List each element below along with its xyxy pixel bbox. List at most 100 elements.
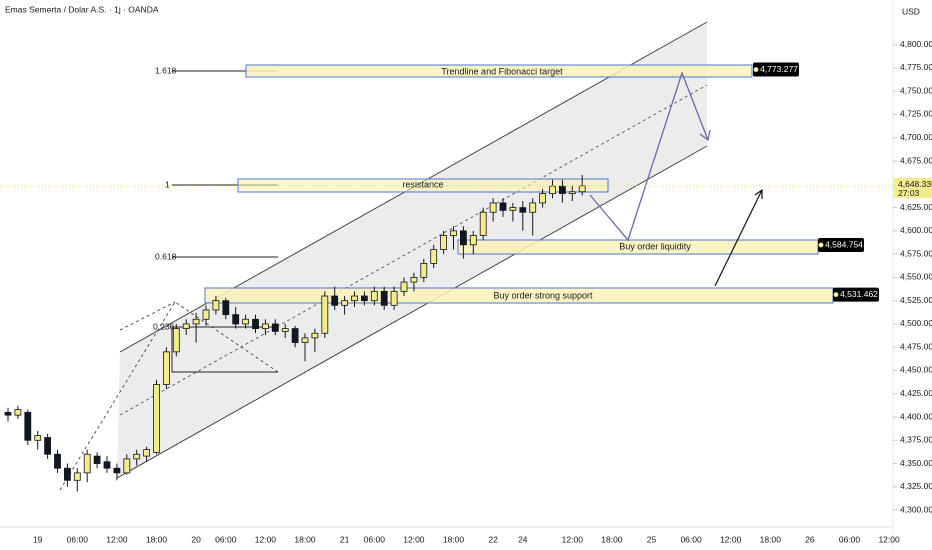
y-tick-label: 4,375.000 bbox=[900, 435, 932, 445]
y-tick-label: 4,350.000 bbox=[900, 458, 932, 468]
candle-body bbox=[331, 295, 339, 306]
candle-body bbox=[64, 467, 71, 481]
y-tick-label: 4,775.000 bbox=[900, 62, 932, 72]
candle-body bbox=[24, 411, 32, 441]
candle-body bbox=[281, 328, 289, 332]
candle-body bbox=[291, 328, 299, 343]
x-tick-label: 12:00 bbox=[720, 534, 742, 544]
projection-path bbox=[589, 71, 709, 242]
candle-body bbox=[489, 202, 497, 213]
fib-label: 1 bbox=[165, 179, 170, 189]
y-tick-label: 4,500.000 bbox=[900, 318, 932, 328]
tag-handle bbox=[818, 242, 824, 248]
y-tick-label: 4,800.000 bbox=[900, 39, 932, 49]
title: Emas Semerta / Dolar A.S. · 1j · OANDA bbox=[5, 4, 159, 14]
fib-label: 0.618 bbox=[155, 251, 177, 261]
fib-label: 0.236 bbox=[153, 321, 175, 331]
dashed-path bbox=[59, 301, 279, 491]
x-tick-label: 06:00 bbox=[67, 534, 89, 544]
candle-body bbox=[162, 351, 170, 385]
candle-body bbox=[242, 318, 250, 325]
candle-body bbox=[509, 207, 517, 211]
y-tick-label: 4,475.000 bbox=[900, 341, 932, 351]
y-tick-label: 4,725.000 bbox=[900, 109, 932, 119]
candle-body bbox=[529, 202, 537, 213]
candle-body bbox=[153, 384, 160, 453]
candle-body bbox=[380, 290, 388, 306]
x-tick-label: 18:00 bbox=[443, 534, 465, 544]
zone-label: Buy order liquidity bbox=[619, 241, 691, 251]
x-tick-label: 18:00 bbox=[294, 534, 316, 544]
candle-body bbox=[4, 411, 12, 416]
x-tick-label: 06:00 bbox=[364, 534, 386, 544]
candle-body bbox=[261, 323, 269, 329]
candle-body bbox=[559, 185, 566, 195]
candle-body bbox=[539, 193, 546, 204]
y-tick-label: 4,400.000 bbox=[900, 411, 932, 421]
y-tick-label: 4,525.000 bbox=[900, 295, 932, 305]
price-tag-label: 4,584.754 bbox=[825, 239, 863, 249]
price-tag bbox=[833, 287, 879, 302]
candle-body bbox=[360, 295, 368, 302]
arrow-head bbox=[699, 129, 711, 142]
arrow bbox=[714, 189, 763, 287]
candle-body bbox=[420, 263, 428, 278]
candle-body bbox=[370, 290, 378, 302]
x-tick-label: 18:00 bbox=[146, 534, 168, 544]
candle-body bbox=[54, 453, 61, 469]
x-tick-label: 06:00 bbox=[680, 534, 702, 544]
x-tick-label: 12:00 bbox=[562, 534, 584, 544]
candle-body bbox=[14, 409, 22, 416]
price-tag bbox=[818, 238, 864, 253]
candle-body bbox=[172, 328, 180, 353]
x-tick-label: 22 bbox=[488, 534, 498, 544]
x-tick-label: 12:00 bbox=[878, 534, 900, 544]
x-tick-label: 18:00 bbox=[760, 534, 782, 544]
zone-label: resistance bbox=[402, 179, 443, 189]
price-tag-label: 4,773.277 bbox=[760, 64, 798, 74]
last-price-label: 4,648.335 bbox=[898, 179, 932, 189]
y-tick-label: 4,600.000 bbox=[900, 225, 932, 235]
candle-body bbox=[113, 467, 121, 474]
x-tick-label: 18:00 bbox=[601, 534, 623, 544]
y-tick-label: 4,325.000 bbox=[900, 481, 932, 491]
candle-body bbox=[192, 318, 200, 325]
candle-body bbox=[469, 235, 477, 246]
candle-body bbox=[400, 281, 408, 292]
y-tick-label: 4,450.000 bbox=[900, 365, 932, 375]
candle-body bbox=[450, 230, 457, 236]
candle-body bbox=[568, 191, 576, 195]
x-tick-label: 06:00 bbox=[839, 534, 861, 544]
dashed-line bbox=[119, 301, 176, 331]
price-tag-label: 4,531.462 bbox=[840, 289, 878, 299]
channel-fill bbox=[117, 22, 707, 478]
last-price-box bbox=[894, 177, 932, 198]
candle-body bbox=[410, 276, 418, 283]
tag-handle bbox=[753, 67, 759, 73]
x-tick-label: 12:00 bbox=[403, 534, 425, 544]
fib-label: 1.618 bbox=[155, 65, 177, 75]
candle-body bbox=[252, 318, 259, 329]
candle-body bbox=[311, 332, 319, 339]
x-tick-label: 12:00 bbox=[106, 534, 128, 544]
y-tick-label: 4,300.000 bbox=[900, 504, 932, 514]
x-tick-label: 25 bbox=[647, 534, 657, 544]
candle-body bbox=[479, 211, 487, 236]
candle-body bbox=[232, 314, 240, 325]
y-tick-label: 4,675.000 bbox=[900, 155, 932, 165]
y-tick-label: 4,575.000 bbox=[900, 248, 932, 258]
candle-body bbox=[519, 207, 527, 213]
candle-body bbox=[459, 230, 467, 246]
channel-lower bbox=[116, 145, 708, 479]
candle-body bbox=[133, 453, 141, 460]
x-tick-label: 21 bbox=[340, 534, 350, 544]
x-tick-label: 24 bbox=[518, 534, 528, 544]
candle-body bbox=[390, 290, 398, 306]
candle-body bbox=[440, 235, 448, 250]
zone-label: Trendline and Fibonacci target bbox=[441, 66, 563, 76]
channel-mid bbox=[119, 84, 708, 416]
currency: USD bbox=[902, 6, 920, 16]
candle-body bbox=[222, 300, 230, 316]
y-tick-label: 4,625.000 bbox=[900, 202, 932, 212]
y-tick-label: 4,750.000 bbox=[900, 85, 932, 95]
